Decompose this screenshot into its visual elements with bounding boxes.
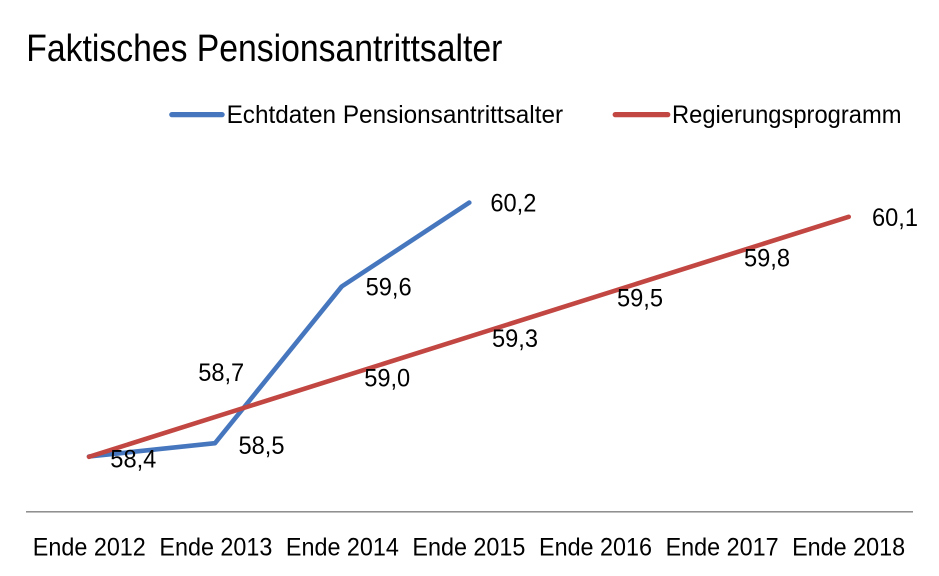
svg-text:Ende 2013: Ende 2013 <box>159 533 272 561</box>
svg-text:Faktisches Pensionsantrittsalt: Faktisches Pensionsantrittsalter <box>26 28 502 70</box>
svg-text:Ende 2018: Ende 2018 <box>792 533 905 561</box>
svg-text:58,4: 58,4 <box>110 446 156 474</box>
svg-text:Regierungsprogramm: Regierungsprogramm <box>672 101 902 129</box>
svg-text:59,3: 59,3 <box>492 325 538 353</box>
svg-text:59,0: 59,0 <box>364 364 410 392</box>
svg-text:Ende 2016: Ende 2016 <box>539 533 652 561</box>
svg-text:59,5: 59,5 <box>617 284 663 312</box>
svg-text:60,2: 60,2 <box>490 189 536 217</box>
svg-text:59,6: 59,6 <box>366 273 412 301</box>
svg-text:Echtdaten Pensionsantrittsalte: Echtdaten Pensionsantrittsalter <box>227 101 564 129</box>
svg-text:60,1: 60,1 <box>872 204 918 232</box>
svg-text:Ende 2014: Ende 2014 <box>286 533 399 561</box>
svg-text:58,5: 58,5 <box>239 432 285 460</box>
svg-text:59,8: 59,8 <box>744 244 790 272</box>
svg-text:Ende 2015: Ende 2015 <box>412 533 525 561</box>
svg-text:58,7: 58,7 <box>198 359 244 387</box>
svg-text:Ende 2017: Ende 2017 <box>666 533 779 561</box>
svg-text:Ende 2012: Ende 2012 <box>33 533 146 561</box>
